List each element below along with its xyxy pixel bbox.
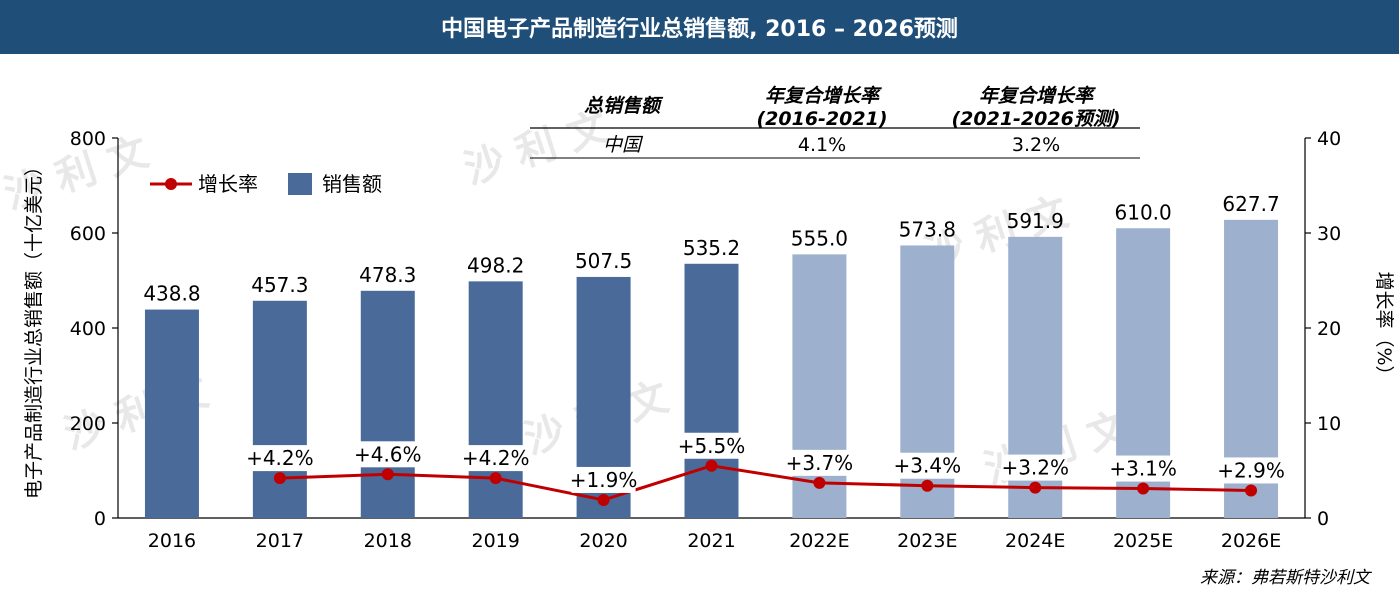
growth-label: +3.2% xyxy=(1001,456,1069,480)
x-tick-label: 2019 xyxy=(472,530,520,552)
legend-label-sales: 销售额 xyxy=(322,172,382,196)
y-tick-label-right: 0 xyxy=(1317,508,1329,530)
growth-label-bg xyxy=(787,449,852,476)
bar-value-label: 573.8 xyxy=(899,217,956,241)
growth-label-bg xyxy=(247,445,312,472)
bar-value-label: 610.0 xyxy=(1115,200,1172,224)
growth-label: +4.2% xyxy=(246,446,314,470)
bar xyxy=(252,300,307,518)
growth-label: +1.9% xyxy=(570,468,638,492)
x-ticks: 2016 2017 2018 2019 2020 2021 2022E 2023E 2024E 2… xyxy=(148,530,1281,552)
bar-value-label: 591.9 xyxy=(1007,209,1064,233)
growth-label: +3.7% xyxy=(786,451,854,475)
bar-value-label: 478.3 xyxy=(359,263,416,287)
x-tick-label: 2017 xyxy=(256,530,304,552)
bar-value-label: 555.0 xyxy=(791,226,848,250)
y-tick-label-right: 10 xyxy=(1317,413,1341,435)
growth-point xyxy=(705,459,718,472)
growth-label: +3.4% xyxy=(894,454,962,478)
cagr-table: 总销售额 年复合增长率 (2016-2021) 年复合增长率 (2021-202… xyxy=(530,85,1140,159)
growth-label-bg xyxy=(1003,454,1068,481)
chart-area: 沙 利 文 沙 利 文 沙 利 文 沙 利 文 沙 利 文 沙 利 文 总销售额… xyxy=(0,85,1395,588)
growth-point xyxy=(1245,484,1258,497)
y-tick-label-left: 800 xyxy=(70,128,106,150)
cagr-col2-header: 年复合增长率 xyxy=(765,85,882,107)
source-note: 来源：弗若斯特沙利文 xyxy=(1200,568,1373,588)
growth-line xyxy=(273,459,1258,506)
growth-label-bg xyxy=(679,432,744,459)
x-tick-label: 2016 xyxy=(148,530,196,552)
x-tick-label: 2020 xyxy=(579,530,627,552)
x-tick-label: 2025E xyxy=(1113,530,1173,552)
bar-value-label: 507.5 xyxy=(575,249,632,273)
cagr-col3-period: (2021-2026预测) xyxy=(951,108,1120,130)
legend-label-growth: 增长率 xyxy=(198,172,258,196)
growth-point xyxy=(921,479,934,492)
y-tick-label-left: 600 xyxy=(70,223,106,245)
growth-label-bg xyxy=(1219,457,1284,484)
growth-point xyxy=(489,472,502,485)
legend-bar-swatch xyxy=(288,173,312,195)
y-axis-title-left: 电子产品制造行业总销售额（十亿美元） xyxy=(23,157,45,499)
growth-label: +2.9% xyxy=(1217,458,1285,482)
y-tick-label-right: 30 xyxy=(1317,223,1341,245)
y-tick-label-left: 0 xyxy=(94,508,106,530)
growth-point xyxy=(597,493,610,506)
bar xyxy=(684,263,739,518)
watermark: 沙 利 文 xyxy=(459,104,614,193)
growth-point xyxy=(273,472,286,485)
growth-label: +4.2% xyxy=(462,446,530,470)
chart-title: 中国电子产品制造行业总销售额, 2016 – 2026预测 xyxy=(0,0,1399,54)
bar-value-labels: 438.8 457.3 478.3 498.2 507.5 535.2 555.0 573.8… xyxy=(143,192,1279,306)
y-tick-label-right: 20 xyxy=(1317,318,1341,340)
bar-value-label: 535.2 xyxy=(683,236,740,260)
bar xyxy=(360,290,415,518)
y-tick-label-left: 400 xyxy=(70,318,106,340)
growth-label: +5.5% xyxy=(678,434,746,458)
y-axis-title-right: 增长率（%） xyxy=(1373,271,1395,384)
growth-labels: +4.2% +4.6% +4.2% +1.9% +5.5% +3.7% +3.4% +3.2%… xyxy=(246,432,1285,493)
bar-value-label: 498.2 xyxy=(467,253,524,277)
y-ticks-left: 0 200 400 600 800 xyxy=(70,128,118,530)
cagr-row-label: 中国 xyxy=(603,134,644,156)
growth-point xyxy=(1029,481,1042,494)
growth-label: +3.1% xyxy=(1109,457,1177,481)
bar-value-label: 457.3 xyxy=(251,273,308,297)
bar-value-label: 627.7 xyxy=(1222,192,1279,216)
y-tick-label-right: 40 xyxy=(1317,128,1341,150)
cagr-col3-header: 年复合增长率 xyxy=(979,85,1096,107)
x-tick-label: 2022E xyxy=(789,530,849,552)
legend: 增长率 销售额 xyxy=(150,172,382,196)
x-tick-label: 2024E xyxy=(1005,530,1065,552)
growth-point xyxy=(813,476,826,489)
cagr-col1-header: 总销售额 xyxy=(584,95,664,117)
growth-label: +4.6% xyxy=(354,442,422,466)
y-ticks-right: 0 10 20 30 40 xyxy=(1305,128,1341,530)
cagr-value-2021-2026: 3.2% xyxy=(1012,134,1060,156)
legend-marker-swatch xyxy=(165,178,177,190)
growth-label-bg xyxy=(355,441,420,468)
growth-label-bg xyxy=(895,452,960,479)
x-tick-label: 2018 xyxy=(364,530,412,552)
growth-label-bg xyxy=(1111,455,1176,482)
bar xyxy=(144,309,199,518)
cagr-value-2016-2021: 4.1% xyxy=(798,134,846,156)
y-tick-label-left: 200 xyxy=(70,413,106,435)
x-tick-label: 2023E xyxy=(897,530,957,552)
growth-point xyxy=(1137,482,1150,495)
growth-point xyxy=(381,468,394,481)
bar-value-label: 438.8 xyxy=(143,282,200,306)
bars xyxy=(144,219,1279,518)
growth-label-bg xyxy=(463,445,528,472)
x-tick-label: 2021 xyxy=(687,530,735,552)
x-tick-label: 2026E xyxy=(1221,530,1281,552)
cagr-col2-period: (2016-2021) xyxy=(756,108,887,130)
growth-label-bg xyxy=(571,466,636,493)
growth-line-path xyxy=(279,464,1252,502)
